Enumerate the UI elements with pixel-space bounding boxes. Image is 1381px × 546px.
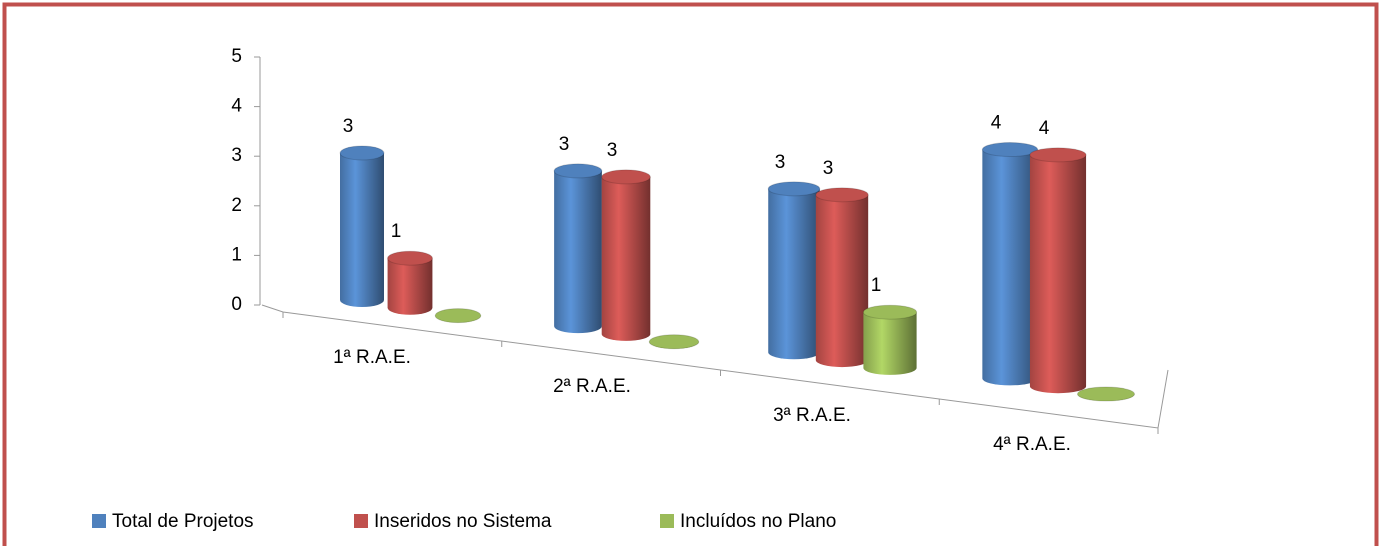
y-tick-label: 0: [231, 294, 242, 315]
data-label: 3: [775, 152, 786, 173]
cylinder-top: [815, 187, 869, 203]
data-label: 1: [871, 275, 882, 296]
legend-label: Total de Projetos: [112, 511, 254, 532]
y-tick-label: 5: [231, 46, 242, 67]
legend-swatch: [92, 514, 106, 528]
y-tick-label: 4: [231, 96, 242, 117]
y-tick-label: 3: [231, 145, 242, 166]
data-label: 4: [1039, 118, 1050, 139]
x-tick-label: 1ª R.A.E.: [333, 347, 411, 368]
data-label: 3: [559, 134, 570, 155]
cylinder: [815, 194, 869, 368]
x-tick-label: 4ª R.A.E.: [993, 434, 1071, 455]
cylinder: [768, 188, 820, 360]
data-label: 4: [991, 113, 1002, 134]
cylinder-top: [1029, 147, 1087, 163]
x-tick-label: 2ª R.A.E.: [553, 376, 631, 397]
data-label: 3: [823, 158, 834, 179]
data-label: 3: [343, 116, 354, 137]
cylinder-top: [387, 250, 433, 266]
cylinder-top: [434, 308, 482, 324]
cylinder-top: [981, 142, 1039, 158]
cylinder-top: [862, 304, 918, 320]
data-label: 3: [607, 140, 618, 161]
cylinder-top: [553, 163, 603, 179]
cylinder-top: [1077, 386, 1135, 402]
cylinder: [982, 149, 1038, 386]
cylinder-top: [339, 145, 385, 161]
cylinder-top: [601, 169, 651, 185]
cylinder: [601, 176, 651, 341]
cylinder-top: [648, 334, 700, 350]
cylinder: [387, 258, 433, 315]
legend-label: Incluídos no Plano: [680, 511, 836, 532]
cylinder: [340, 153, 384, 307]
legend-swatch: [354, 514, 368, 528]
y-tick-label: 1: [231, 244, 242, 265]
y-tick-label: 2: [231, 195, 242, 216]
legend-label: Inseridos no Sistema: [374, 511, 552, 532]
cylinder: [863, 312, 917, 375]
legend-swatch: [660, 514, 674, 528]
cylinder: [554, 170, 602, 334]
x-tick-label: 3ª R.A.E.: [773, 405, 851, 426]
cylinder: [1029, 154, 1087, 394]
cylinder-top: [767, 181, 821, 197]
data-label: 1: [391, 221, 402, 242]
